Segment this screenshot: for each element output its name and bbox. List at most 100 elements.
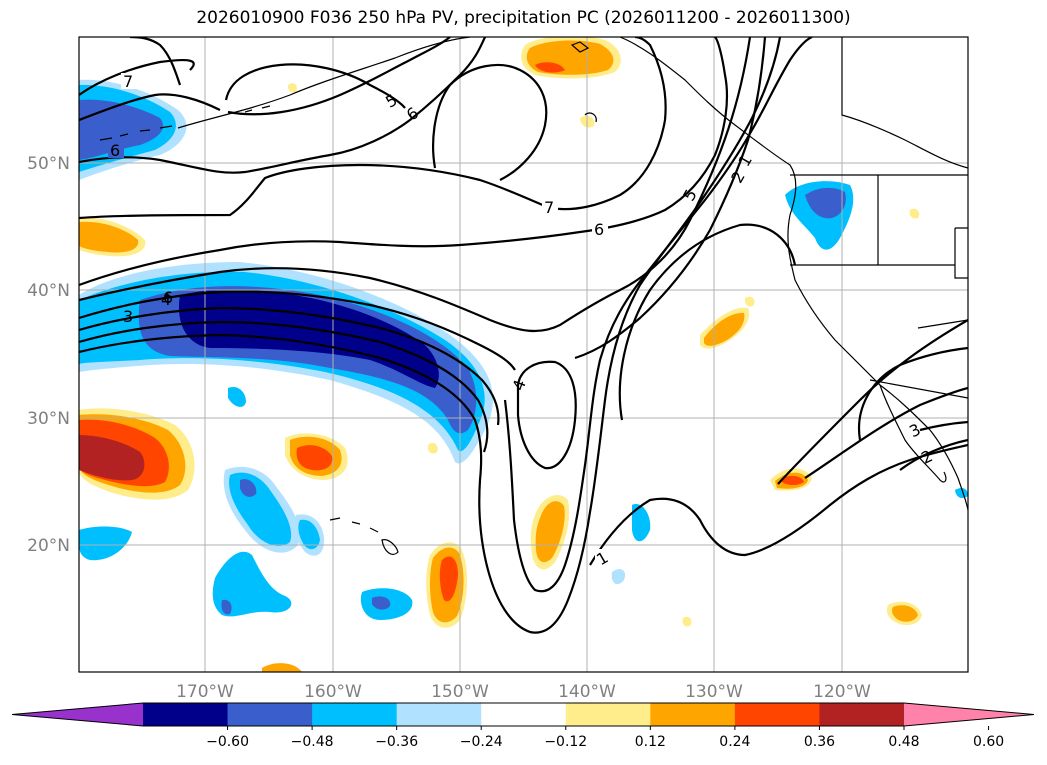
colorbar-swatch xyxy=(650,703,736,726)
lon-label-140w: 140°W xyxy=(558,682,616,702)
negative-precip-blob-4 xyxy=(212,551,292,617)
pv-contour-5-jet xyxy=(79,37,752,333)
negative-precip-northwest-core xyxy=(79,99,164,160)
map-panel: 7 6 5 6 7 6 6 4 3 5 2 4 1 1 3 2 xyxy=(79,37,968,672)
map-title: 2026010900 F036 250 hPa PV, precipitatio… xyxy=(196,8,851,28)
negative-precip-blob-2c xyxy=(240,479,257,497)
colorbar-tick-label: −0.36 xyxy=(375,734,418,750)
negative-precip-blob-8 xyxy=(611,569,626,585)
pv-contour-7-mid xyxy=(79,37,667,220)
colorbar-tick-label: 0.60 xyxy=(973,734,1004,750)
colorbar-swatch xyxy=(396,703,482,726)
negative-precip-blob-7 xyxy=(632,504,651,542)
pv-label-bg xyxy=(542,198,558,215)
colorbar-tick-label: 0.36 xyxy=(804,734,835,750)
positive-precip-small-5 xyxy=(427,442,438,454)
pv-label-bg xyxy=(595,549,609,567)
gulf-alaska-island xyxy=(570,41,590,53)
lon-label-120w: 120°W xyxy=(813,682,871,702)
positive-precip-west-43n-core xyxy=(79,221,139,253)
positive-precip-west-30n-core xyxy=(79,435,145,481)
canada-border xyxy=(841,37,968,169)
pv-label: 6 xyxy=(110,141,120,160)
positive-precip-east-26n-core xyxy=(782,475,804,485)
hawaiian-islands xyxy=(329,517,399,555)
alaska-peninsula-coast xyxy=(177,37,471,129)
pv-contour-2-trough xyxy=(503,37,813,593)
positive-precip-bottom xyxy=(262,663,302,672)
pv-contours xyxy=(79,37,968,634)
pv-label: 7 xyxy=(123,72,133,91)
map-frame xyxy=(78,36,969,673)
longitude-labels: 170°W 160°W 150°W 140°W 130°W 120°W xyxy=(176,682,871,702)
colorbar-extend-low xyxy=(12,703,143,726)
lon-label-160w: 160°W xyxy=(304,682,362,702)
baja-california xyxy=(879,384,947,483)
positive-precip-small-1 xyxy=(287,83,297,93)
colorbar-tick-label: 0.12 xyxy=(635,734,666,750)
pv-contour-2-east-2 xyxy=(899,438,968,471)
colorbar-swatch xyxy=(734,703,820,726)
colorbar-swatch xyxy=(227,703,313,726)
colorbar: −0.60 −0.48 −0.36 −0.24 −0.12 0.12 0.24 0.36 0.4… xyxy=(11,702,1035,750)
pv-contour-3-east xyxy=(804,386,968,479)
lon-label-130w: 130°W xyxy=(685,682,743,702)
coastlines xyxy=(99,37,968,555)
aleutian-islands xyxy=(99,105,271,141)
pv-contour-2-east xyxy=(777,319,968,485)
pv-contour-1-trough xyxy=(79,37,782,634)
negative-precip-blob-6 xyxy=(79,526,132,561)
pv-contour-1-east xyxy=(589,443,968,566)
pv-contour-6-lower xyxy=(79,37,729,287)
lon-label-150w: 150°W xyxy=(431,682,489,702)
colorbar-swatch xyxy=(819,703,905,726)
positive-precip-small-3 xyxy=(682,616,692,627)
negative-precip-blob-4b xyxy=(221,599,232,615)
negative-precip-band-core xyxy=(178,289,439,388)
positive-precip-small-4 xyxy=(744,296,755,307)
colorbar-tick-label: −0.12 xyxy=(544,734,587,750)
negative-precip-baja xyxy=(955,488,968,498)
pv-label-bg xyxy=(592,220,608,237)
colorbar-tick-label: −0.48 xyxy=(291,734,334,750)
pv-contour-7-loop xyxy=(432,63,548,181)
colorbar-tick-label: −0.60 xyxy=(206,734,249,750)
precipitation-shading xyxy=(79,37,968,672)
pv-label-bg xyxy=(108,142,124,158)
pv-contour-4-jet xyxy=(79,37,767,371)
positive-precip-gulf-alaska-core xyxy=(535,62,565,73)
lon-label-170w: 170°W xyxy=(176,682,234,702)
pv-label-bg xyxy=(121,73,137,89)
positive-precip-subtrop-2-mid xyxy=(535,501,565,563)
positive-precip-gulf-alaska-mid xyxy=(526,40,614,75)
pv-contour-2-jet xyxy=(79,320,489,453)
negative-precip-blob-3b xyxy=(298,519,320,550)
canada-us-border xyxy=(790,174,968,399)
colorbar-swatch xyxy=(481,703,567,726)
lat-label-30n: 30°N xyxy=(27,409,70,429)
latitude-labels: 50°N 40°N 30°N 20°N xyxy=(27,154,70,556)
pv-label: 7 xyxy=(544,198,554,217)
small-island-1 xyxy=(584,112,597,123)
pv-label: 4 xyxy=(161,290,171,309)
colorbar-tick-label: 0.24 xyxy=(719,734,750,750)
negative-precip-blob-5b xyxy=(372,596,391,610)
pv-contour-5-north xyxy=(224,63,406,109)
colorbar-swatch xyxy=(312,703,398,726)
lat-label-20n: 20°N xyxy=(27,536,70,556)
north-america-coast xyxy=(619,37,968,511)
pv-label: 6 xyxy=(594,220,604,239)
pv-label: 3 xyxy=(123,307,133,326)
pv-contour-4-cutoff xyxy=(516,360,577,470)
colorbar-tick-label: −0.24 xyxy=(460,734,503,750)
pv-label: 6 xyxy=(163,288,173,307)
colorbar-swatch xyxy=(565,703,651,726)
positive-precip-subtrop-1-core xyxy=(439,556,458,602)
negative-precip-oregon-core xyxy=(805,187,846,219)
lat-label-50n: 50°N xyxy=(27,154,70,174)
negative-precip-blob-1 xyxy=(228,386,246,407)
positive-precip-small-6 xyxy=(909,208,920,219)
lat-label-40n: 40°N xyxy=(27,281,70,301)
colorbar-tick-label: 0.48 xyxy=(888,734,919,750)
